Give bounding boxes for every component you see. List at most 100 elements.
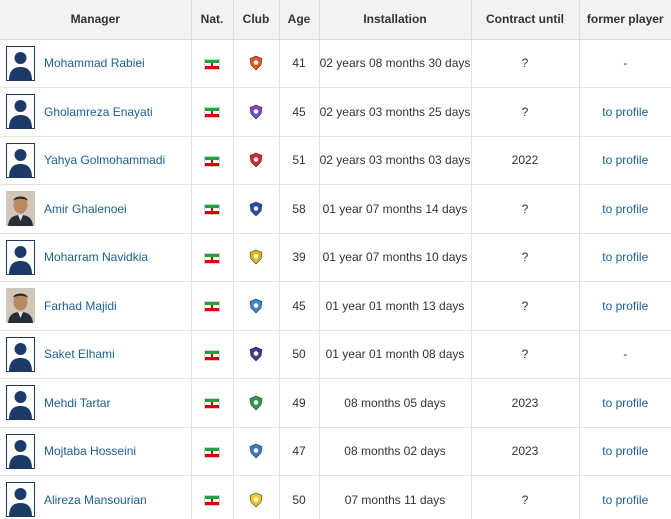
manager-cell: Mojtaba Hosseini <box>0 427 192 476</box>
manager-name-link[interactable]: Mojtaba Hosseini <box>44 444 137 459</box>
table-header-row: Manager Nat. Club Age Installation Contr… <box>0 0 671 40</box>
club-cell[interactable] <box>233 136 280 185</box>
manager-cell: Moharram Navidkia <box>0 233 192 282</box>
manager-silhouette-icon <box>6 433 35 469</box>
manager-silhouette-icon <box>6 239 35 275</box>
iran-flag-icon <box>204 398 220 410</box>
club-crest-icon <box>249 249 263 265</box>
installation-cell: 02 years 08 months 30 days <box>319 39 472 88</box>
former-player-cell: - <box>579 39 671 88</box>
installation-cell: 01 year 07 months 10 days <box>319 233 472 282</box>
table-row: Gholamreza Enayati 45 02 years 03 months 2… <box>0 87 671 137</box>
manager-silhouette-icon <box>6 142 35 178</box>
age-cell: 47 <box>279 427 320 476</box>
contract-until-cell: ? <box>471 233 580 282</box>
table-row: Yahya Golmohammadi 51 02 years 03 months 0… <box>0 136 671 185</box>
nationality-cell <box>191 233 234 282</box>
to-profile-link[interactable]: to profile <box>602 298 649 313</box>
club-crest-icon <box>249 152 263 168</box>
manager-cell: Gholamreza Enayati <box>0 87 192 137</box>
manager-name-link[interactable]: Saket Elhami <box>44 347 115 362</box>
club-crest-icon <box>249 104 263 120</box>
table-row: Mohammad Rabiei 41 02 years 08 months 30 d… <box>0 39 671 88</box>
to-profile-link[interactable]: to profile <box>602 104 649 119</box>
iran-flag-icon <box>204 58 220 70</box>
table-row: Farhad Majidi 45 01 year 01 month 13 days?… <box>0 281 671 331</box>
nationality-cell <box>191 330 234 379</box>
former-player-cell: to profile <box>579 87 671 137</box>
manager-name-link[interactable]: Gholamreza Enayati <box>44 104 153 119</box>
manager-name-link[interactable]: Farhad Majidi <box>44 298 117 313</box>
club-cell[interactable] <box>233 330 280 379</box>
manager-name-link[interactable]: Moharram Navidkia <box>44 250 149 265</box>
club-cell[interactable] <box>233 87 280 137</box>
former-player-none: - <box>623 56 628 71</box>
age-cell: 45 <box>279 87 320 137</box>
manager-cell: Mehdi Tartar <box>0 378 192 428</box>
installation-cell: 01 year 01 month 13 days <box>319 281 472 331</box>
header-contract-until[interactable]: Contract until <box>471 0 580 40</box>
manager-photo <box>6 288 35 324</box>
contract-until-cell: ? <box>471 281 580 331</box>
manager-cell: Farhad Majidi <box>0 281 192 331</box>
to-profile-link[interactable]: to profile <box>602 492 649 507</box>
table-row: Moharram Navidkia 39 01 year 07 months 10 … <box>0 233 671 282</box>
installation-cell: 08 months 02 days <box>319 427 472 476</box>
age-cell: 41 <box>279 39 320 88</box>
club-cell[interactable] <box>233 427 280 476</box>
age-cell: 50 <box>279 330 320 379</box>
table-row: Saket Elhami 50 01 year 01 month 08 days? - <box>0 330 671 379</box>
installation-cell: 07 months 11 days <box>319 475 472 519</box>
header-nationality[interactable]: Nat. <box>191 0 234 40</box>
age-cell: 39 <box>279 233 320 282</box>
to-profile-link[interactable]: to profile <box>602 250 649 265</box>
contract-until-cell: ? <box>471 330 580 379</box>
manager-name-link[interactable]: Alireza Mansourian <box>44 492 147 507</box>
club-crest-icon <box>249 346 263 362</box>
to-profile-link[interactable]: to profile <box>602 153 649 168</box>
club-cell[interactable] <box>233 184 280 234</box>
manager-name-link[interactable]: Yahya Golmohammadi <box>44 153 166 168</box>
former-player-cell: to profile <box>579 427 671 476</box>
header-club[interactable]: Club <box>233 0 280 40</box>
header-manager[interactable]: Manager <box>0 0 192 40</box>
header-former-player[interactable]: former player <box>579 0 671 40</box>
manager-cell: Alireza Mansourian <box>0 475 192 519</box>
contract-until-cell: 2023 <box>471 427 580 476</box>
manager-silhouette-icon <box>6 482 35 518</box>
manager-silhouette-icon <box>6 45 35 81</box>
club-cell[interactable] <box>233 475 280 519</box>
to-profile-link[interactable]: to profile <box>602 395 649 410</box>
club-cell[interactable] <box>233 281 280 331</box>
iran-flag-icon <box>204 301 220 313</box>
header-installation[interactable]: Installation <box>319 0 472 40</box>
club-cell[interactable] <box>233 378 280 428</box>
nationality-cell <box>191 136 234 185</box>
club-cell[interactable] <box>233 233 280 282</box>
nationality-cell <box>191 87 234 137</box>
club-crest-icon <box>249 298 263 314</box>
table-row: Alireza Mansourian 50 07 months 11 days? to… <box>0 475 671 519</box>
manager-name-link[interactable]: Amir Ghalenoei <box>44 201 127 216</box>
manager-silhouette-icon <box>6 94 35 130</box>
former-player-cell: to profile <box>579 475 671 519</box>
iran-flag-icon <box>204 252 220 264</box>
age-cell: 50 <box>279 475 320 519</box>
manager-name-link[interactable]: Mehdi Tartar <box>44 395 111 410</box>
club-crest-icon <box>249 492 263 508</box>
header-age[interactable]: Age <box>279 0 320 40</box>
installation-cell: 02 years 03 months 03 days <box>319 136 472 185</box>
manager-silhouette-icon <box>6 385 35 421</box>
nationality-cell <box>191 427 234 476</box>
to-profile-link[interactable]: to profile <box>602 201 649 216</box>
former-player-cell: to profile <box>579 136 671 185</box>
nationality-cell <box>191 39 234 88</box>
iran-flag-icon <box>204 107 220 119</box>
installation-cell: 02 years 03 months 25 days <box>319 87 472 137</box>
manager-cell: Amir Ghalenoei <box>0 184 192 234</box>
manager-name-link[interactable]: Mohammad Rabiei <box>44 56 145 71</box>
club-cell[interactable] <box>233 39 280 88</box>
to-profile-link[interactable]: to profile <box>602 444 649 459</box>
former-player-cell: to profile <box>579 378 671 428</box>
